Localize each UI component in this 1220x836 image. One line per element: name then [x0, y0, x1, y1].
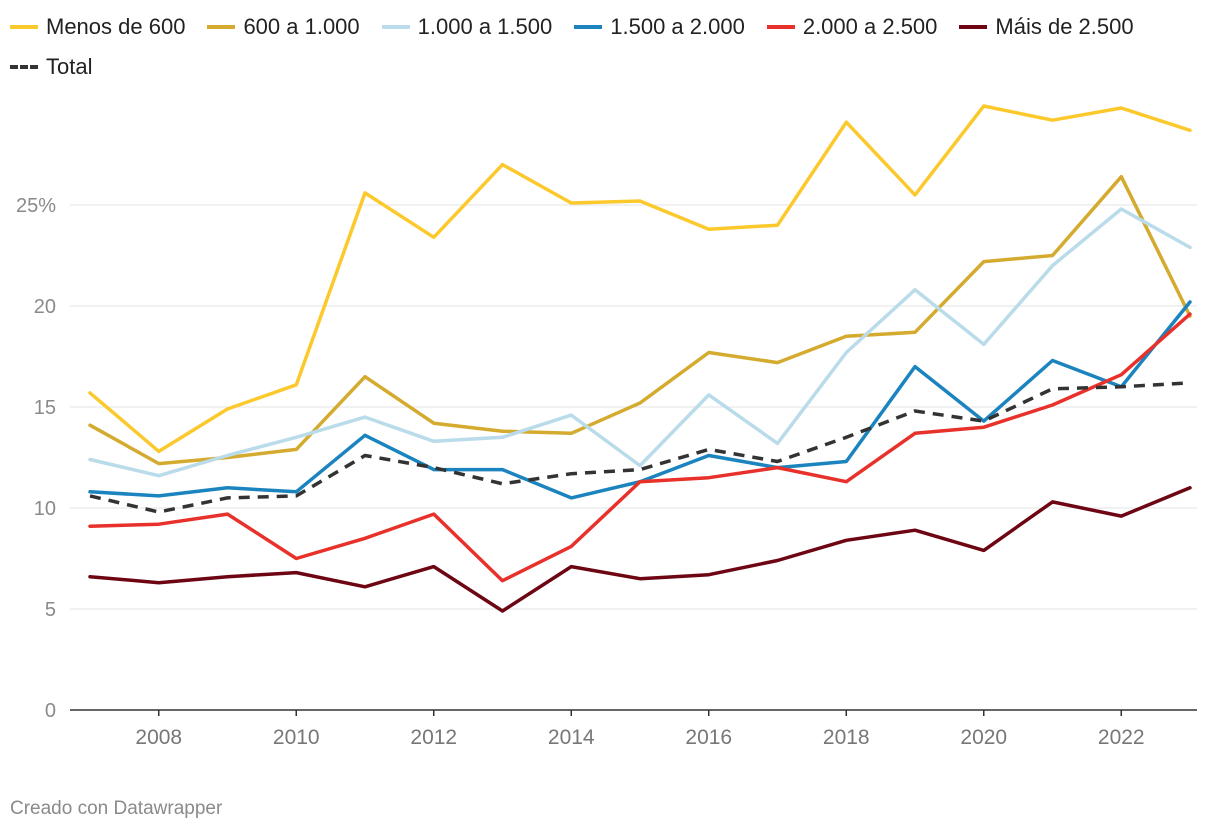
legend-item: Menos de 600 [10, 10, 185, 44]
legend-label: Total [46, 54, 93, 79]
credit-text: Creado con Datawrapper [10, 798, 223, 819]
series-line [89, 381, 1191, 514]
legend-item: 1.000 a 1.500 [381, 10, 553, 44]
legend-label: Máis de 2.500 [995, 14, 1134, 39]
legend-item: 600 a 1.000 [207, 10, 360, 44]
series-line [88, 104, 1192, 454]
legend-label: 1.000 a 1.500 [417, 14, 553, 39]
legend-swatch [207, 25, 236, 29]
legend-swatch [10, 65, 38, 69]
gridlines [70, 204, 1197, 610]
legend-label: 600 a 1.000 [243, 14, 360, 39]
legend-label: Menos de 600 [46, 14, 186, 39]
x-tick-label: 2020 [960, 726, 1007, 749]
x-tick-label: 2014 [548, 726, 595, 749]
series-lines [88, 104, 1192, 613]
y-tick-label: 25% [16, 195, 56, 217]
x-axis: 2008 2010 2012 2014 2016 2018 2020 2022 [135, 710, 1145, 749]
legend-item: 1.500 a 2.000 [574, 10, 745, 44]
legend-item: Máis de 2.500 [959, 10, 1134, 44]
y-axis: 0 5 10 15 20 25% [16, 195, 56, 722]
legend-swatch [574, 25, 603, 29]
x-tick-label: 2022 [1098, 726, 1145, 749]
y-tick-label: 15 [34, 397, 56, 419]
legend-swatch [959, 25, 988, 29]
x-tick-label: 2010 [273, 726, 320, 749]
series-line [88, 486, 1192, 613]
series-line [88, 207, 1192, 478]
y-tick-label: 5 [45, 599, 56, 621]
x-tick-label: 2012 [410, 726, 457, 749]
line-chart: 0 5 10 15 20 25% 2008 2010 2012 2014 2016 2018 2020… [16, 104, 1197, 749]
y-tick-label: 20 [34, 296, 56, 318]
legend-label: 1.500 a 2.000 [610, 14, 745, 39]
series-line [88, 174, 1192, 466]
legend-swatch [766, 25, 795, 29]
legend-label: 2.000 a 2.500 [802, 14, 938, 39]
y-tick-label: 10 [34, 498, 56, 520]
legend-swatch [381, 25, 410, 29]
x-tick-label: 2016 [685, 726, 732, 749]
legend-item: 2.000 a 2.500 [766, 10, 938, 44]
y-tick-label: 0 [45, 700, 56, 722]
series-line [88, 312, 1192, 583]
legend-swatch [10, 25, 38, 29]
chart-legend: Menos de 600 600 a 1.000 1.000 a 1.500 1.50… [10, 10, 1200, 84]
x-tick-label: 2008 [135, 726, 182, 749]
legend-item: Total [10, 50, 92, 84]
x-tick-label: 2018 [823, 726, 870, 749]
